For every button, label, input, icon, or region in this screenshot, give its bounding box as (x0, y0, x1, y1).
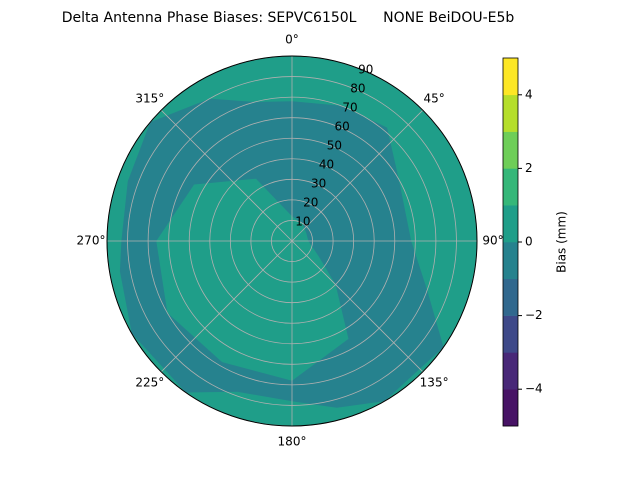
colorbar-bin (503, 389, 518, 427)
colorbar-bin (503, 94, 518, 132)
colorbar-tick-label: −2 (525, 308, 543, 322)
colorbar-tick-label: 0 (525, 235, 533, 249)
colorbar-bin (503, 242, 518, 280)
theta-tick-label: 225° (135, 376, 164, 390)
r-tick-label: 20 (303, 196, 318, 210)
polar-frame (106, 55, 478, 427)
contour-region (119, 98, 444, 408)
r-tick-label: 70 (342, 101, 357, 115)
r-tick-label: 60 (335, 120, 350, 134)
colorbar-bin (503, 315, 518, 353)
r-tick-label: 10 (295, 215, 310, 229)
angular-grid-line (291, 240, 424, 373)
r-tick-label: 80 (350, 82, 365, 96)
theta-tick-label: 270° (77, 234, 106, 248)
colorbar-bin (503, 58, 518, 96)
colorbar-bin (503, 205, 518, 243)
r-tick-label: 40 (319, 158, 334, 172)
chart-title: Delta Antenna Phase Biases: SEPVC6150L N… (62, 10, 515, 26)
colorbar-bin (503, 168, 518, 206)
colorbar-bin (503, 278, 518, 316)
r-tick-label: 90 (358, 63, 373, 77)
r-tick-label: 50 (327, 139, 342, 153)
colorbar-label: Bias (mm) (555, 211, 569, 273)
colorbar-bin (503, 131, 518, 169)
theta-tick-label: 180° (278, 435, 307, 449)
colorbar-tick-label: 2 (525, 161, 533, 175)
theta-tick-label: 315° (135, 91, 164, 105)
colorbar-tick-label: 4 (525, 87, 533, 101)
angular-grid-line (291, 109, 424, 242)
theta-tick-label: 135° (420, 376, 449, 390)
colorbar-bin (503, 352, 518, 390)
angular-grid-line (160, 109, 293, 242)
colorbar-tick-label: −4 (525, 382, 543, 396)
theta-tick-label: 45° (423, 91, 444, 105)
theta-tick-label: 90° (482, 234, 503, 248)
r-tick-label: 30 (311, 177, 326, 191)
theta-tick-label: 0° (285, 33, 299, 47)
angular-grid-line (160, 240, 293, 373)
